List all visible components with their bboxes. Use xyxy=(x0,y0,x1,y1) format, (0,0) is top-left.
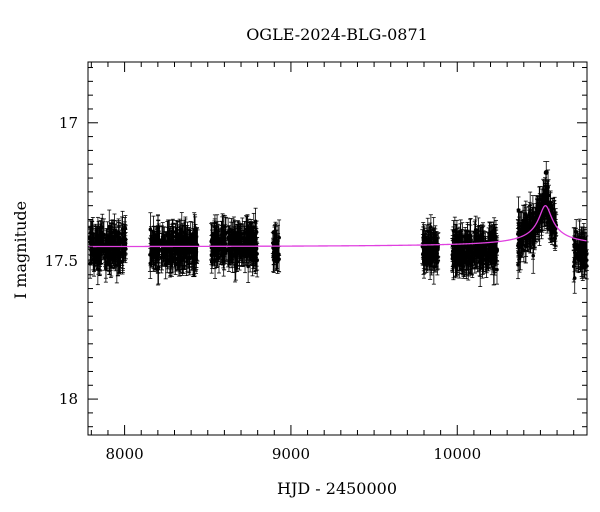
data-point xyxy=(101,218,106,251)
plot-frame xyxy=(87,61,588,436)
data-point xyxy=(214,225,219,259)
data-point xyxy=(577,238,582,260)
data-point xyxy=(454,241,459,263)
data-point xyxy=(153,234,158,264)
y-tick-label: 17 xyxy=(59,114,78,132)
chart-title: OGLE-2024-BLG-0871 xyxy=(246,25,428,44)
data-point xyxy=(212,218,217,250)
data-point xyxy=(492,223,497,256)
data-point xyxy=(228,231,233,254)
data-point xyxy=(541,178,546,211)
observing-season xyxy=(147,212,200,286)
data-point xyxy=(235,236,240,270)
data-point xyxy=(580,230,585,261)
data-point xyxy=(157,225,162,261)
x-axis-label: HJD - 2450000 xyxy=(277,479,397,498)
data-point xyxy=(151,242,156,272)
data-point xyxy=(483,243,488,265)
observing-season xyxy=(420,214,441,285)
model-layer xyxy=(88,205,588,248)
data-point xyxy=(182,221,187,243)
data-point xyxy=(426,230,431,265)
data-point xyxy=(435,238,440,261)
observing-season xyxy=(209,207,260,283)
data-point xyxy=(240,217,245,251)
data-point xyxy=(276,224,281,258)
axes-layer: 8000 9000 10000 17 17.5 18 xyxy=(45,62,587,463)
data-point xyxy=(96,225,101,255)
data-point xyxy=(488,235,493,256)
data-point xyxy=(99,228,104,259)
y-tick-label: 17.5 xyxy=(45,252,78,270)
data-point xyxy=(88,248,93,279)
data-point xyxy=(246,224,251,256)
y-axis-label: I magnitude xyxy=(11,201,30,299)
data-point xyxy=(573,230,578,265)
data-point xyxy=(515,228,520,264)
y-tick-label: 18 xyxy=(59,390,78,408)
data-point xyxy=(107,253,112,276)
data-point xyxy=(461,234,466,270)
data-point xyxy=(248,233,253,262)
x-tick-label: 9000 xyxy=(272,445,310,463)
data-point xyxy=(275,248,280,274)
data-point xyxy=(465,223,470,255)
data-point xyxy=(552,200,557,232)
data-point xyxy=(93,241,98,264)
observing-season xyxy=(270,219,282,274)
data-point xyxy=(177,241,182,277)
data-point xyxy=(116,239,121,274)
data-point xyxy=(114,232,119,254)
data-point xyxy=(190,233,195,270)
x-tick-label: 10000 xyxy=(433,445,481,463)
peak-data-point xyxy=(543,161,550,184)
data-point xyxy=(528,203,533,232)
observing-season xyxy=(87,209,128,286)
data-point xyxy=(173,239,178,264)
observing-season xyxy=(450,215,500,287)
observing-season xyxy=(571,218,589,294)
data-point xyxy=(218,234,223,265)
data-point xyxy=(180,230,185,254)
x-tick-label: 8000 xyxy=(105,445,143,463)
data-layer xyxy=(87,161,589,294)
data-point xyxy=(170,226,175,260)
data-point xyxy=(183,218,188,255)
data-point xyxy=(103,236,108,266)
data-point xyxy=(210,229,215,257)
data-point xyxy=(192,235,197,261)
observing-season xyxy=(515,169,559,280)
model-curve xyxy=(88,205,588,248)
data-point xyxy=(453,242,458,270)
data-point xyxy=(108,228,113,260)
data-point xyxy=(253,207,258,235)
data-point xyxy=(523,204,528,239)
